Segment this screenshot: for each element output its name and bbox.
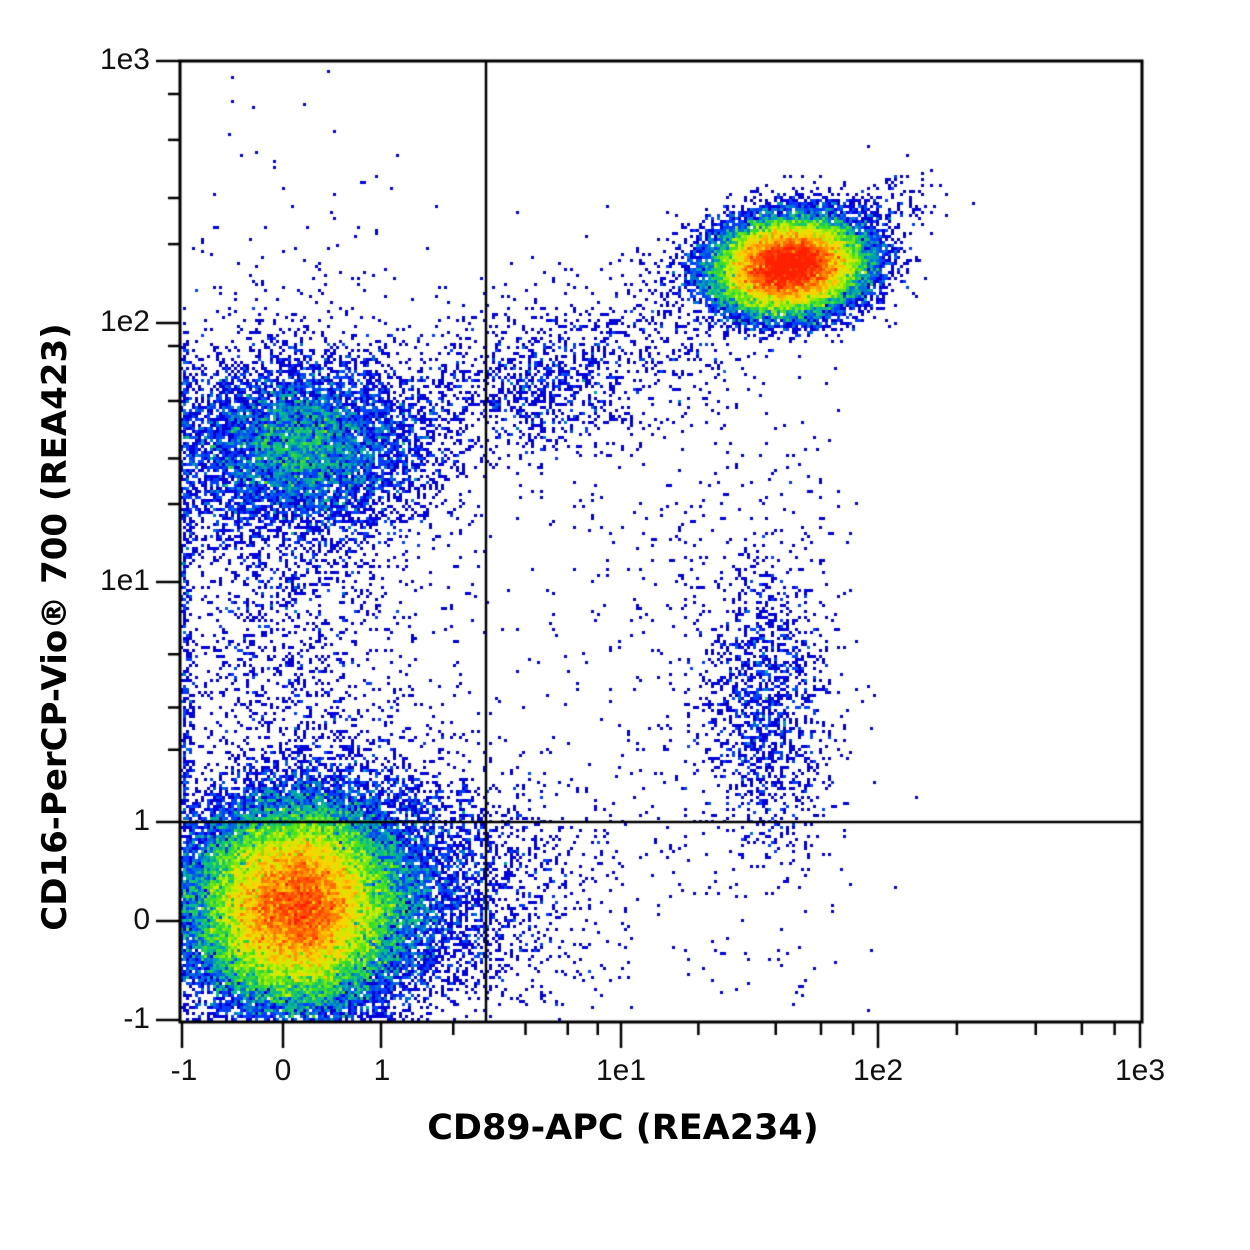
y-tick-label: 1e3 (99, 43, 150, 76)
x-tick-label: 1e2 (852, 1054, 904, 1087)
x-tick-label: -1 (170, 1054, 198, 1087)
x-axis-title-text: CD89-APC (REA234) (427, 1108, 819, 1148)
x-tick-label: 0 (274, 1054, 292, 1087)
y-tick-label: 1 (133, 804, 150, 837)
x-tick-label: 1 (373, 1054, 391, 1087)
y-tick-label: 1e1 (99, 564, 150, 597)
y-tick-label: 1e2 (99, 305, 150, 338)
x-tick-label: 1e3 (1114, 1054, 1166, 1087)
y-axis-title: CD16-PerCP-Vio® 700 (REA423) (35, 323, 75, 931)
x-tick-label: 1e1 (595, 1054, 647, 1087)
y-tick-label: -1 (123, 1002, 150, 1035)
x-axis-title: CD89-APC (REA234) (0, 1108, 1250, 1148)
y-tick-label: 0 (133, 903, 150, 936)
